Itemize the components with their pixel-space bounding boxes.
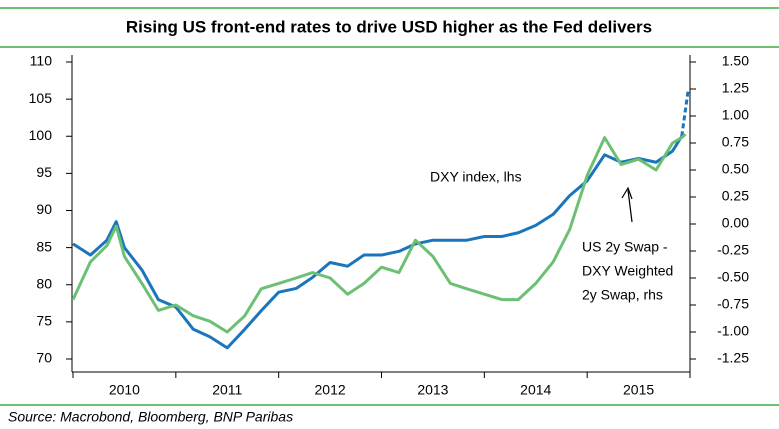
x-tick-label: 2012	[315, 382, 346, 398]
data-line	[71, 136, 683, 334]
y2-tick-label: -0.25	[717, 242, 749, 258]
x-tick-label: 2014	[520, 382, 551, 398]
source-note: Source: Macrobond, Bloomberg, BNP Pariba…	[8, 409, 293, 425]
y2-tick-label: -0.50	[717, 269, 749, 285]
series-label: US 2y Swap -	[582, 239, 668, 255]
series-label: DXY Weighted	[582, 263, 673, 279]
y-tick-label: 70	[36, 350, 52, 366]
y-tick-label: 80	[36, 275, 52, 291]
y2-tick-label: -1.25	[717, 350, 749, 366]
y2-tick-label: -1.00	[717, 323, 749, 339]
y-tick-label: 95	[36, 164, 52, 180]
y-tick-label: 75	[36, 313, 52, 329]
y-tick-label: 85	[36, 238, 52, 254]
y2-tick-label: 1.00	[722, 107, 749, 123]
y2-tick-label: 0.75	[722, 134, 749, 150]
x-tick-label: 2010	[109, 382, 140, 398]
x-tick-label: 2015	[623, 382, 654, 398]
chart-title: Rising US front-end rates to drive USD h…	[126, 17, 652, 36]
series-label: DXY index, lhs	[430, 169, 522, 185]
y2-tick-label: -0.75	[717, 296, 749, 312]
series-label: 2y Swap, rhs	[582, 287, 663, 303]
y-tick-label: 105	[29, 90, 53, 106]
x-tick-label: 2011	[212, 382, 242, 398]
y2-tick-label: 0.00	[722, 215, 749, 231]
y2-tick-label: 1.25	[722, 80, 749, 96]
annotation-arrow	[627, 189, 633, 223]
forecast-line	[680, 91, 690, 137]
x-tick-label: 2013	[417, 382, 448, 398]
y2-tick-label: 0.25	[722, 188, 749, 204]
annotation-arrowhead	[621, 186, 633, 200]
y-tick-label: 90	[36, 201, 52, 217]
y-tick-label: 110	[30, 53, 53, 69]
y2-tick-label: 0.50	[722, 161, 749, 177]
y-tick-label: 100	[29, 127, 53, 143]
forecast-line	[680, 131, 689, 139]
y2-tick-label: 1.50	[722, 53, 749, 69]
